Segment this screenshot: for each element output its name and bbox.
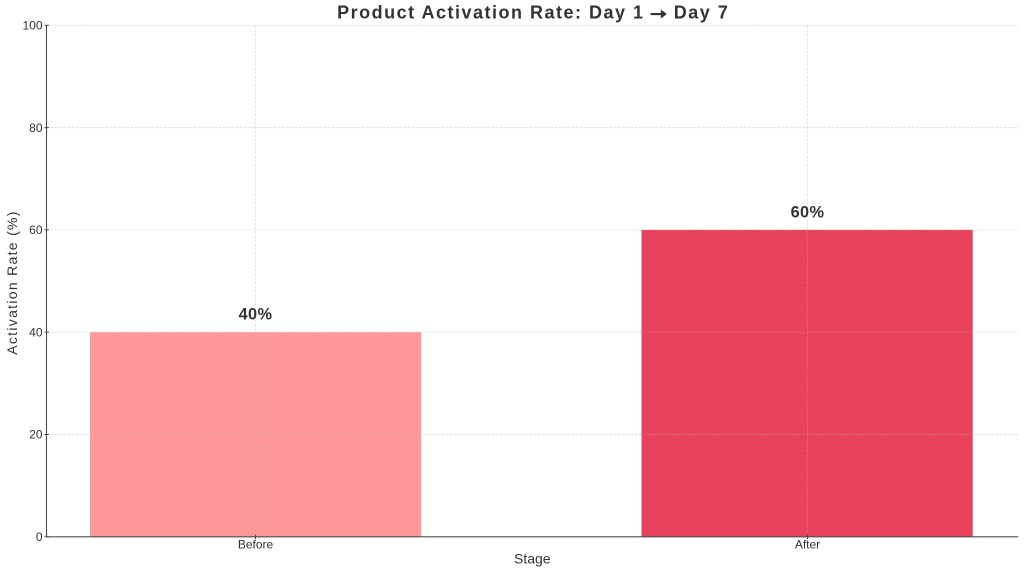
svg-text:Stage: Stage (514, 551, 551, 567)
svg-text:After: After (795, 538, 820, 552)
svg-text:Activation Rate (%): Activation Rate (%) (4, 210, 20, 355)
svg-text:0: 0 (36, 530, 43, 544)
svg-text:100: 100 (22, 19, 42, 33)
svg-text:80: 80 (29, 121, 43, 135)
svg-text:60%: 60% (791, 203, 825, 221)
svg-text:Day 7: Day 7 (674, 2, 730, 22)
svg-text:40%: 40% (239, 306, 273, 324)
svg-text:60: 60 (29, 223, 43, 237)
svg-text:40: 40 (29, 325, 43, 339)
svg-text:20: 20 (29, 428, 43, 442)
svg-text:Product Activation Rate: Day 1: Product Activation Rate: Day 1 (337, 2, 644, 22)
svg-text:Before: Before (238, 538, 274, 552)
